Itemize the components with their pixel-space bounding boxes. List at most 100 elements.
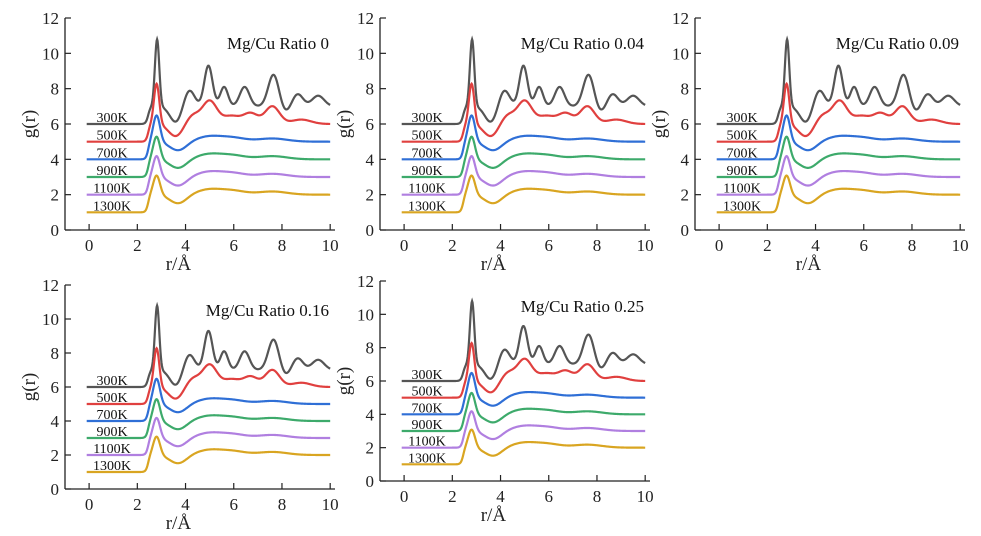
x-tick-label: 0 xyxy=(85,236,94,255)
y-tick-label: 8 xyxy=(51,80,60,99)
series-line-300K xyxy=(401,297,646,383)
series-line-300K xyxy=(86,35,331,126)
x-tick-label: 2 xyxy=(133,236,142,255)
y-tick-label: 6 xyxy=(51,115,60,134)
x-tick-label: 4 xyxy=(811,236,820,255)
series-line-1100K xyxy=(401,154,646,196)
panel-title: Mg/Cu Ratio 0.16 xyxy=(206,301,329,320)
series-label-1300K: 1300K xyxy=(93,459,131,474)
x-axis-label: r/Å xyxy=(166,254,192,275)
series-line-1300K xyxy=(86,174,331,214)
series-line-700K xyxy=(716,114,961,161)
x-tick-label: 2 xyxy=(133,495,142,514)
series-label-300K: 300K xyxy=(411,368,442,383)
x-tick-label: 8 xyxy=(278,236,287,255)
x-tick-label: 0 xyxy=(715,236,724,255)
series-line-500K xyxy=(86,81,331,143)
y-tick-label: 6 xyxy=(366,372,375,391)
series-line-500K xyxy=(86,346,331,406)
series-label-1100K: 1100K xyxy=(408,435,446,450)
series-label-1100K: 1100K xyxy=(93,182,131,197)
series-label-500K: 500K xyxy=(726,129,757,144)
y-tick-label: 8 xyxy=(51,344,60,363)
y-tick-label: 4 xyxy=(366,150,375,169)
series-line-900K xyxy=(401,135,646,179)
chart-panel: 0 2 4 6 8 10 12 0 2 4 6 8 10 r/Å g(r) Mg/Cu Ratio 0.25 3… xyxy=(334,272,654,526)
series-label-500K: 500K xyxy=(411,129,442,144)
series-label-700K: 700K xyxy=(411,146,442,161)
series-line-300K xyxy=(401,35,646,126)
chart-panel: 0 2 4 6 8 10 12 0 2 4 6 8 10 r/Å g(r) Mg/Cu Ratio 0.04 3… xyxy=(334,9,654,275)
y-tick-label: 8 xyxy=(366,339,375,358)
series-label-1300K: 1300K xyxy=(93,199,131,214)
series-label-700K: 700K xyxy=(726,146,757,161)
series-line-1300K xyxy=(401,428,646,466)
y-tick-label: 2 xyxy=(366,186,375,205)
series-line-1300K xyxy=(716,174,961,214)
panel-title: Mg/Cu Ratio 0.04 xyxy=(521,34,645,53)
y-axis-label: g(r) xyxy=(19,110,40,138)
x-tick-label: 4 xyxy=(496,487,505,506)
x-tick-label: 8 xyxy=(593,487,602,506)
series-line-900K xyxy=(716,135,961,179)
series-line-900K xyxy=(86,135,331,179)
y-axis-label: g(r) xyxy=(19,373,40,401)
series-line-1300K xyxy=(86,435,331,474)
series-line-700K xyxy=(86,377,331,423)
series-label-500K: 500K xyxy=(96,129,127,144)
series-label-900K: 900K xyxy=(96,425,127,440)
series-line-500K xyxy=(716,81,961,143)
y-tick-label: 12 xyxy=(42,9,59,28)
series-line-900K xyxy=(86,398,331,440)
panel-title: Mg/Cu Ratio 0.09 xyxy=(836,34,959,53)
series-label-1100K: 1100K xyxy=(723,182,761,197)
series-line-1100K xyxy=(401,410,646,449)
x-tick-label: 10 xyxy=(322,236,339,255)
x-tick-label: 6 xyxy=(545,236,554,255)
series-label-700K: 700K xyxy=(411,401,442,416)
x-tick-label: 6 xyxy=(230,495,239,514)
x-tick-label: 6 xyxy=(545,487,554,506)
panel-title: Mg/Cu Ratio 0.25 xyxy=(521,297,644,316)
x-axis-label: r/Å xyxy=(166,513,192,534)
y-tick-label: 12 xyxy=(672,9,689,28)
series-line-1300K xyxy=(401,174,646,214)
y-axis-label: g(r) xyxy=(334,110,355,138)
y-tick-label: 10 xyxy=(42,310,59,329)
series-line-1100K xyxy=(86,416,331,457)
x-tick-label: 0 xyxy=(400,487,409,506)
x-tick-label: 6 xyxy=(860,236,869,255)
x-tick-label: 2 xyxy=(448,236,457,255)
x-tick-label: 2 xyxy=(763,236,772,255)
x-tick-label: 10 xyxy=(322,495,339,514)
y-tick-label: 10 xyxy=(672,44,689,63)
x-tick-label: 2 xyxy=(448,487,457,506)
series-label-1300K: 1300K xyxy=(408,451,446,466)
x-tick-label: 8 xyxy=(278,495,287,514)
series-label-900K: 900K xyxy=(726,164,757,179)
series-line-900K xyxy=(401,391,646,433)
y-tick-label: 4 xyxy=(681,150,690,169)
y-tick-label: 8 xyxy=(681,80,690,99)
series-line-300K xyxy=(716,35,961,126)
y-axis-label: g(r) xyxy=(334,367,355,395)
x-tick-label: 6 xyxy=(230,236,239,255)
series-line-700K xyxy=(86,114,331,161)
x-tick-label: 10 xyxy=(952,236,969,255)
chart-panel: 0 2 4 6 8 10 12 0 2 4 6 8 10 r/Å g(r) Mg/Cu Ratio 0.09 3… xyxy=(649,9,969,275)
series-label-1300K: 1300K xyxy=(408,199,446,214)
series-label-500K: 500K xyxy=(411,385,442,400)
y-tick-label: 4 xyxy=(51,150,60,169)
series-label-300K: 300K xyxy=(96,111,127,126)
y-tick-label: 10 xyxy=(357,305,374,324)
y-tick-label: 0 xyxy=(366,472,375,491)
x-axis-label: r/Å xyxy=(796,254,822,275)
y-tick-label: 2 xyxy=(681,186,690,205)
x-axis-label: r/Å xyxy=(481,254,507,275)
chart-panel: 0 2 4 6 8 10 12 0 2 4 6 8 10 r/Å g(r) Mg/Cu Ratio 0 300K… xyxy=(19,9,339,275)
series-line-1100K xyxy=(716,154,961,196)
series-label-700K: 700K xyxy=(96,146,127,161)
series-label-500K: 500K xyxy=(96,391,127,406)
x-tick-label: 8 xyxy=(908,236,917,255)
